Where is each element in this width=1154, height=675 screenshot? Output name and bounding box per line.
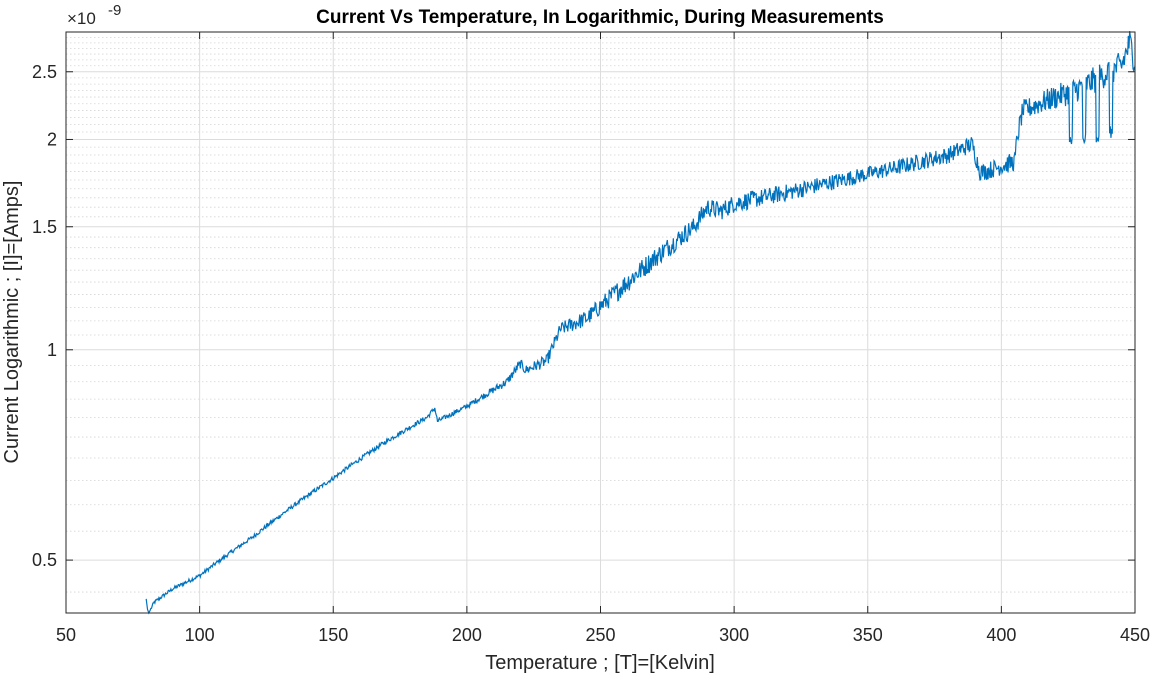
y-tick-label: 1 <box>47 340 57 360</box>
x-tick-label: 200 <box>452 625 482 645</box>
x-tick-label: 150 <box>318 625 348 645</box>
y-exponent-power: -9 <box>108 2 121 19</box>
x-tick-labels: 50 100 150 200 250 300 350 400 450 <box>56 625 1150 645</box>
x-axis-label: Temperature ; [T]=[Kelvin] <box>485 652 715 674</box>
chart-title: Current Vs Temperature, In Logarithmic, … <box>316 7 884 28</box>
x-tick-label: 400 <box>986 625 1016 645</box>
y-tick-label: 0.5 <box>32 550 57 570</box>
x-tick-label: 300 <box>719 625 749 645</box>
y-tick-label: 2 <box>47 129 57 149</box>
x-tick-label: 350 <box>853 625 883 645</box>
x-tick-label: 100 <box>185 625 215 645</box>
x-tick-label: 50 <box>56 625 76 645</box>
tick-marks <box>65 32 1136 613</box>
y-axis-label: Current Logarithmic ; [I]=[Amps] <box>1 181 23 464</box>
series-line <box>145 31 1136 615</box>
y-exponent-times: ×10 <box>67 9 96 28</box>
y-tick-label: 2.5 <box>32 62 57 82</box>
y-tick-labels: 0.5 1 1.5 2 2.5 <box>32 62 57 570</box>
x-tick-label: 450 <box>1120 625 1150 645</box>
y-tick-label: 1.5 <box>32 217 57 237</box>
x-tick-label: 250 <box>585 625 615 645</box>
grid-lines <box>65 31 1136 613</box>
